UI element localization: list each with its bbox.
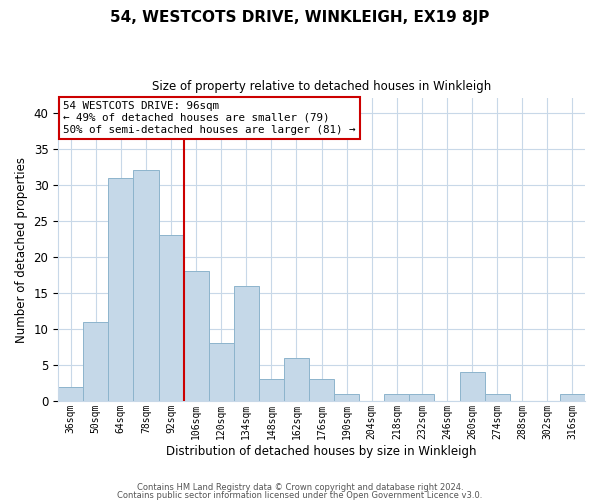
- Bar: [209, 344, 234, 401]
- Bar: [158, 235, 184, 401]
- Bar: [284, 358, 309, 401]
- Bar: [109, 178, 133, 401]
- X-axis label: Distribution of detached houses by size in Winkleigh: Distribution of detached houses by size …: [166, 444, 477, 458]
- Bar: [384, 394, 409, 401]
- Bar: [460, 372, 485, 401]
- Bar: [560, 394, 585, 401]
- Bar: [58, 386, 83, 401]
- Bar: [485, 394, 510, 401]
- Bar: [259, 380, 284, 401]
- Bar: [309, 380, 334, 401]
- Bar: [184, 271, 209, 401]
- Bar: [334, 394, 359, 401]
- Bar: [234, 286, 259, 401]
- Bar: [409, 394, 434, 401]
- Text: Contains HM Land Registry data © Crown copyright and database right 2024.: Contains HM Land Registry data © Crown c…: [137, 484, 463, 492]
- Text: 54, WESTCOTS DRIVE, WINKLEIGH, EX19 8JP: 54, WESTCOTS DRIVE, WINKLEIGH, EX19 8JP: [110, 10, 490, 25]
- Title: Size of property relative to detached houses in Winkleigh: Size of property relative to detached ho…: [152, 80, 491, 93]
- Text: 54 WESTCOTS DRIVE: 96sqm
← 49% of detached houses are smaller (79)
50% of semi-d: 54 WESTCOTS DRIVE: 96sqm ← 49% of detach…: [64, 102, 356, 134]
- Y-axis label: Number of detached properties: Number of detached properties: [15, 156, 28, 342]
- Bar: [83, 322, 109, 401]
- Bar: [133, 170, 158, 401]
- Text: Contains public sector information licensed under the Open Government Licence v3: Contains public sector information licen…: [118, 490, 482, 500]
